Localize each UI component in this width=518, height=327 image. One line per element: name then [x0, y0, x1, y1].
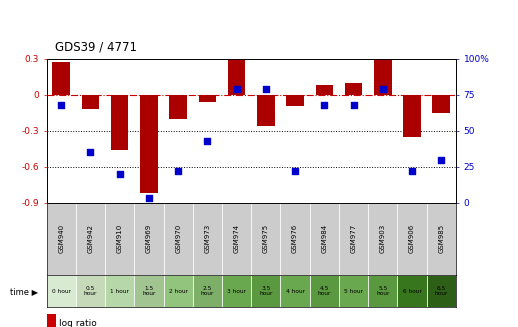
Text: 2.5
hour: 2.5 hour	[200, 285, 214, 297]
Point	[87, 150, 95, 155]
Bar	[427, 275, 456, 307]
Bar	[315, 85, 333, 95]
Bar	[257, 95, 275, 126]
Text: 1 hour: 1 hour	[110, 288, 129, 294]
Text: log ratio: log ratio	[59, 318, 96, 327]
Text: GSM975: GSM975	[263, 224, 269, 253]
Point	[145, 196, 153, 201]
Bar	[228, 59, 246, 95]
Bar	[345, 83, 362, 95]
Bar	[198, 95, 216, 102]
Point	[379, 86, 387, 92]
Text: 3 hour: 3 hour	[227, 288, 246, 294]
Text: GSM910: GSM910	[117, 224, 123, 253]
Text: time ▶: time ▶	[10, 286, 38, 296]
Text: GSM970: GSM970	[175, 224, 181, 253]
Bar	[164, 275, 193, 307]
Bar	[140, 95, 157, 193]
Text: GSM976: GSM976	[292, 224, 298, 253]
Bar	[111, 95, 128, 150]
Bar	[105, 203, 134, 275]
Bar	[397, 203, 427, 275]
Bar	[193, 203, 222, 275]
Bar	[251, 275, 280, 307]
Bar	[164, 203, 193, 275]
Bar	[76, 275, 105, 307]
Bar	[339, 203, 368, 275]
Bar	[134, 203, 164, 275]
Bar	[433, 95, 450, 113]
Text: 0 hour: 0 hour	[52, 288, 71, 294]
Text: GSM977: GSM977	[351, 224, 356, 253]
Text: 2 hour: 2 hour	[169, 288, 188, 294]
Point	[233, 86, 241, 92]
Bar	[134, 275, 164, 307]
Bar	[76, 203, 105, 275]
Point	[203, 138, 211, 144]
Point	[174, 168, 182, 174]
Text: 6.5
hour: 6.5 hour	[435, 285, 448, 297]
Text: GSM973: GSM973	[205, 224, 210, 253]
Bar	[368, 203, 397, 275]
Text: GSM969: GSM969	[146, 224, 152, 253]
Point	[349, 102, 357, 108]
Bar	[193, 275, 222, 307]
Bar	[339, 275, 368, 307]
Bar	[280, 275, 310, 307]
Bar	[310, 203, 339, 275]
Point	[291, 168, 299, 174]
Point	[408, 168, 416, 174]
Bar	[368, 275, 397, 307]
Text: 0.5
hour: 0.5 hour	[84, 285, 97, 297]
Bar	[374, 59, 392, 95]
Point	[262, 86, 270, 92]
Bar	[280, 203, 310, 275]
Bar	[82, 95, 99, 109]
Bar	[105, 275, 134, 307]
Text: 4 hour: 4 hour	[285, 288, 305, 294]
Point	[437, 157, 445, 162]
Text: GSM906: GSM906	[409, 224, 415, 253]
Text: GSM984: GSM984	[321, 224, 327, 253]
Bar	[403, 95, 421, 137]
Text: 4.5
hour: 4.5 hour	[318, 285, 331, 297]
Text: 1.5
hour: 1.5 hour	[142, 285, 155, 297]
Text: GSM940: GSM940	[58, 224, 64, 253]
Text: GDS39 / 4771: GDS39 / 4771	[55, 40, 137, 53]
Text: GSM903: GSM903	[380, 224, 386, 253]
Bar	[310, 275, 339, 307]
Bar	[397, 275, 427, 307]
Point	[320, 102, 328, 108]
Text: GSM942: GSM942	[88, 224, 93, 253]
Bar	[222, 275, 251, 307]
Point	[116, 171, 124, 177]
Text: 6 hour: 6 hour	[402, 288, 422, 294]
Bar	[52, 62, 70, 95]
Bar	[47, 275, 76, 307]
Bar	[427, 203, 456, 275]
Text: GSM985: GSM985	[438, 224, 444, 253]
Text: 5.5
hour: 5.5 hour	[376, 285, 390, 297]
Text: 3.5
hour: 3.5 hour	[259, 285, 272, 297]
Bar	[47, 203, 76, 275]
Bar	[251, 203, 280, 275]
Point	[57, 102, 65, 108]
Bar	[286, 95, 304, 106]
Bar	[222, 203, 251, 275]
Text: 5 hour: 5 hour	[344, 288, 363, 294]
Bar	[169, 95, 187, 119]
Text: GSM974: GSM974	[234, 224, 240, 253]
